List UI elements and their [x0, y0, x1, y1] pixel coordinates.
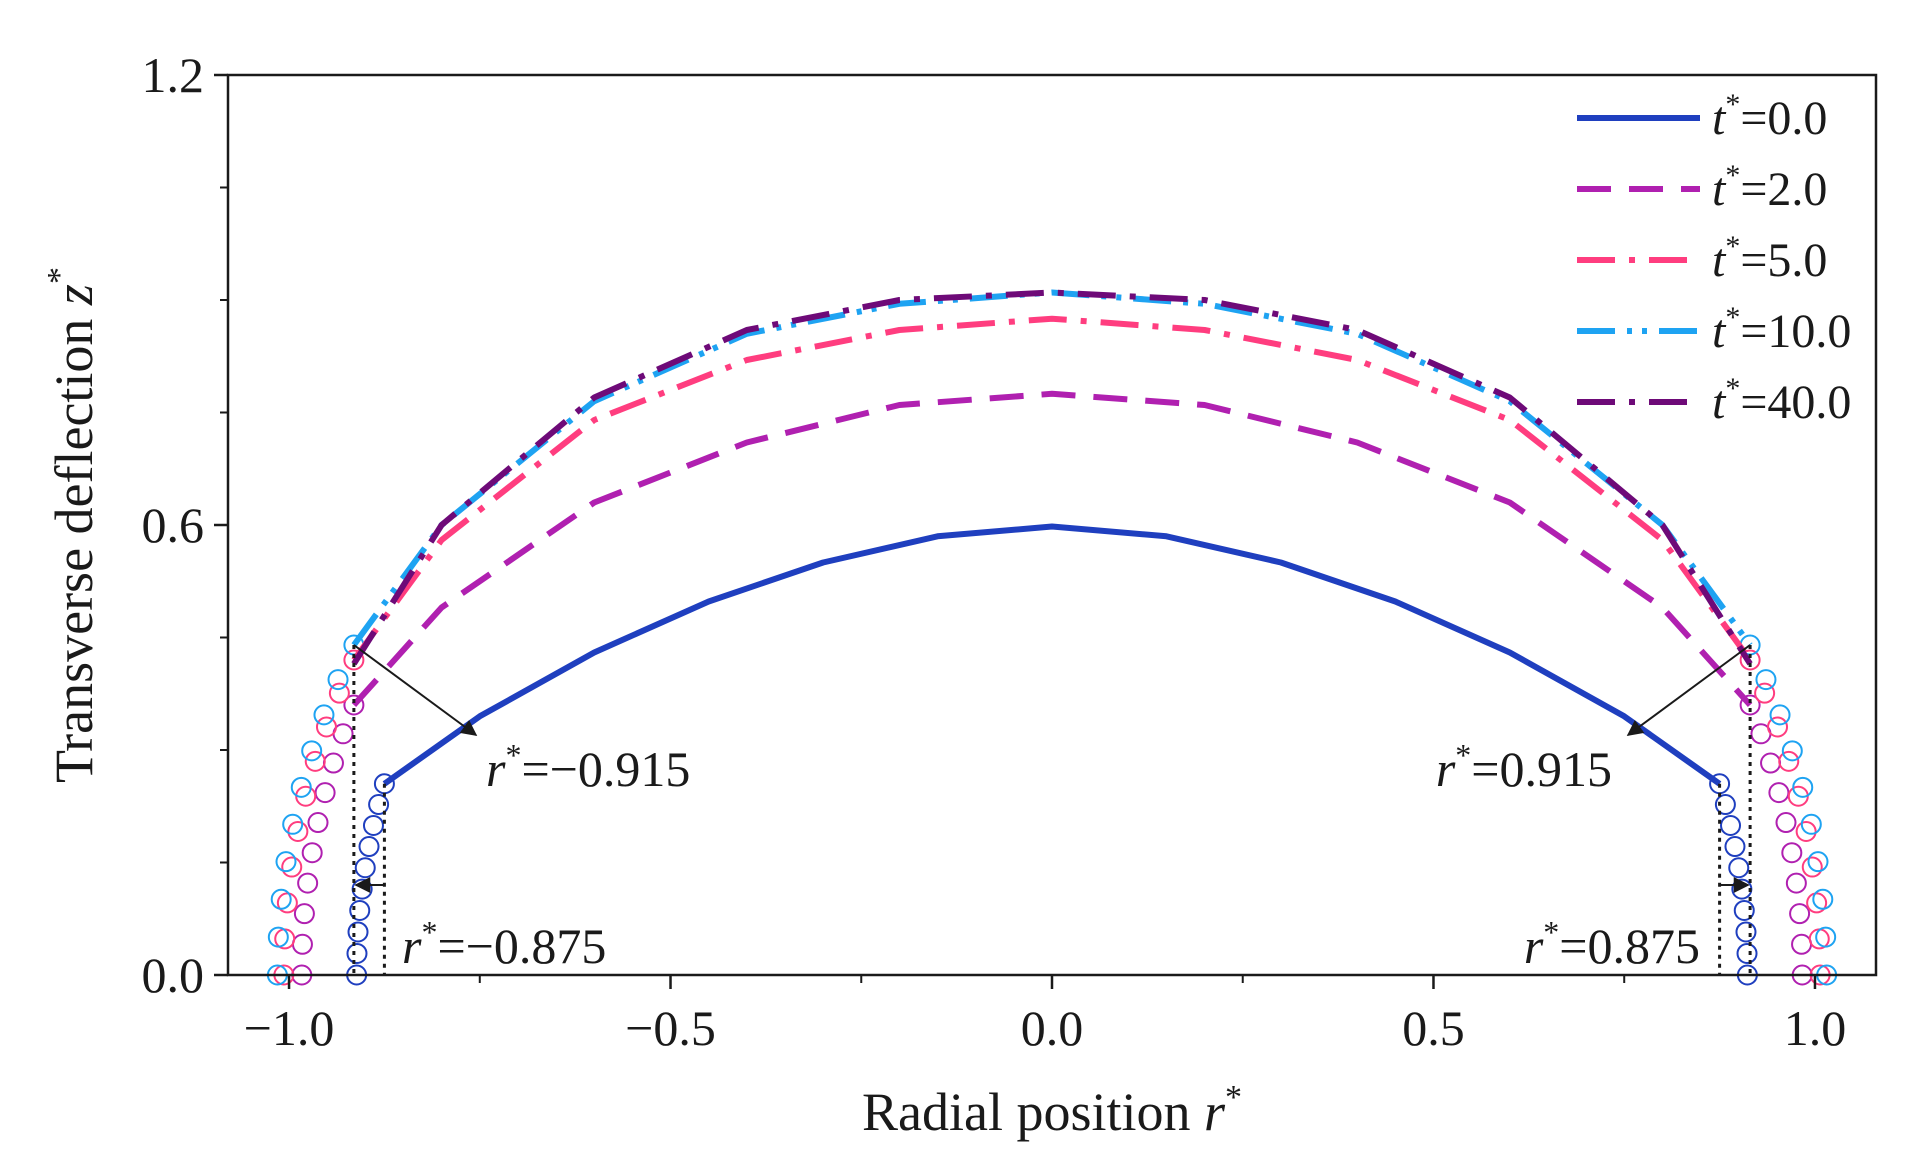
circle-marker [1781, 740, 1803, 762]
circle-marker [1739, 649, 1761, 671]
circle-marker [347, 921, 369, 943]
circle-marker [307, 812, 329, 834]
circle-marker [282, 813, 304, 835]
circle-marker [297, 872, 319, 894]
x-tick-label: −0.5 [625, 1000, 716, 1056]
circle-marker [1775, 812, 1797, 834]
circle-marker [1767, 716, 1789, 738]
annotation-label: r*=−0.875 [402, 914, 606, 974]
circle-marker [301, 842, 323, 864]
circle-marker [358, 836, 380, 858]
circle-marker [368, 794, 390, 816]
series-line [351, 315, 1753, 662]
circle-marker [1720, 814, 1742, 836]
series-layer [351, 289, 1753, 787]
legend-label: t*=5.0 [1712, 230, 1827, 287]
circle-marker [322, 752, 344, 774]
circle-marker [351, 878, 373, 900]
circle-marker [343, 694, 365, 716]
legend-label: t*=0.0 [1712, 88, 1827, 145]
y-tick-label: 1.2 [142, 47, 205, 103]
circle-marker [1801, 856, 1823, 878]
circle-marker [346, 942, 368, 964]
circle-marker [1795, 820, 1817, 842]
circle-marker [313, 704, 335, 726]
circle-marker [349, 899, 371, 921]
legend-label: t*=10.0 [1712, 301, 1851, 358]
circle-marker [293, 903, 315, 925]
circle-marker [301, 740, 323, 762]
circle-marker [1760, 752, 1782, 774]
series-line [351, 390, 1753, 708]
y-tick-label: 0.0 [142, 947, 205, 1003]
circle-marker [1724, 836, 1746, 858]
y-axis-label: Transverse deflection z* [41, 267, 104, 783]
circle-marker [1791, 933, 1813, 955]
circle-marker [274, 928, 296, 950]
circle-marker [1792, 776, 1814, 798]
legend-label: t*=2.0 [1712, 159, 1827, 216]
circle-marker [362, 814, 384, 836]
circle-marker [327, 669, 349, 691]
annotation-label: r*=0.915 [1436, 737, 1612, 797]
circle-marker [314, 782, 336, 804]
series-line [351, 289, 1753, 666]
circle-marker [1755, 669, 1777, 691]
circle-marker [1778, 750, 1800, 772]
circle-marker [275, 851, 297, 873]
axes-layer: −1.0 −0.5 0.0 0.5 1.0 0.0 0.6 1.2 [142, 47, 1847, 1056]
annotation-label: r*=−0.915 [486, 737, 690, 797]
circle-marker [315, 716, 337, 738]
legend-label: t*=40.0 [1712, 372, 1851, 429]
circle-marker [1807, 851, 1829, 873]
circle-marker [290, 776, 312, 798]
x-tick-label: 0.5 [1402, 1000, 1465, 1056]
circle-marker [1781, 842, 1803, 864]
circle-marker [343, 649, 365, 671]
circle-marker [1812, 888, 1834, 910]
circle-marker [291, 933, 313, 955]
circle-marker [1731, 878, 1753, 900]
circle-marker [1739, 694, 1761, 716]
y-tick-label: 0.6 [142, 497, 205, 553]
x-tick-label: 1.0 [1784, 1000, 1847, 1056]
circle-marker [1785, 872, 1807, 894]
circle-marker [1728, 857, 1750, 879]
x-tick-label: 0.0 [1021, 1000, 1084, 1056]
circle-marker [1733, 899, 1755, 921]
series-line [382, 523, 1722, 787]
circle-marker [1754, 682, 1776, 704]
annotation-label: r*=0.875 [1524, 914, 1700, 974]
series-line [351, 289, 1753, 647]
circle-marker [328, 682, 350, 704]
circle-marker [267, 926, 289, 948]
circle-marker [1789, 903, 1811, 925]
circle-marker [270, 888, 292, 910]
legend: t*=0.0 t*=2.0 t*=5.0 t*=10.0 t*=40.0 [1577, 88, 1851, 429]
circle-marker [1769, 704, 1791, 726]
circle-marker [1735, 921, 1757, 943]
circle-marker [281, 856, 303, 878]
circle-marker [354, 857, 376, 879]
circle-marker [304, 750, 326, 772]
circle-marker [1736, 942, 1758, 964]
circle-marker [1714, 794, 1736, 816]
circle-marker [1768, 782, 1790, 804]
x-axis-label: Radial position r* [862, 1079, 1242, 1142]
x-tick-label: −1.0 [244, 1000, 335, 1056]
circle-marker [1808, 928, 1830, 950]
circle-marker [287, 820, 309, 842]
circle-marker [1800, 813, 1822, 835]
annotation-layer: r*=−0.915 r*=0.915 r*=−0.875 r*=0.875 [352, 644, 1752, 975]
callout-arrow [353, 644, 478, 736]
circle-marker [1815, 926, 1837, 948]
callout-arrow [1626, 644, 1751, 736]
